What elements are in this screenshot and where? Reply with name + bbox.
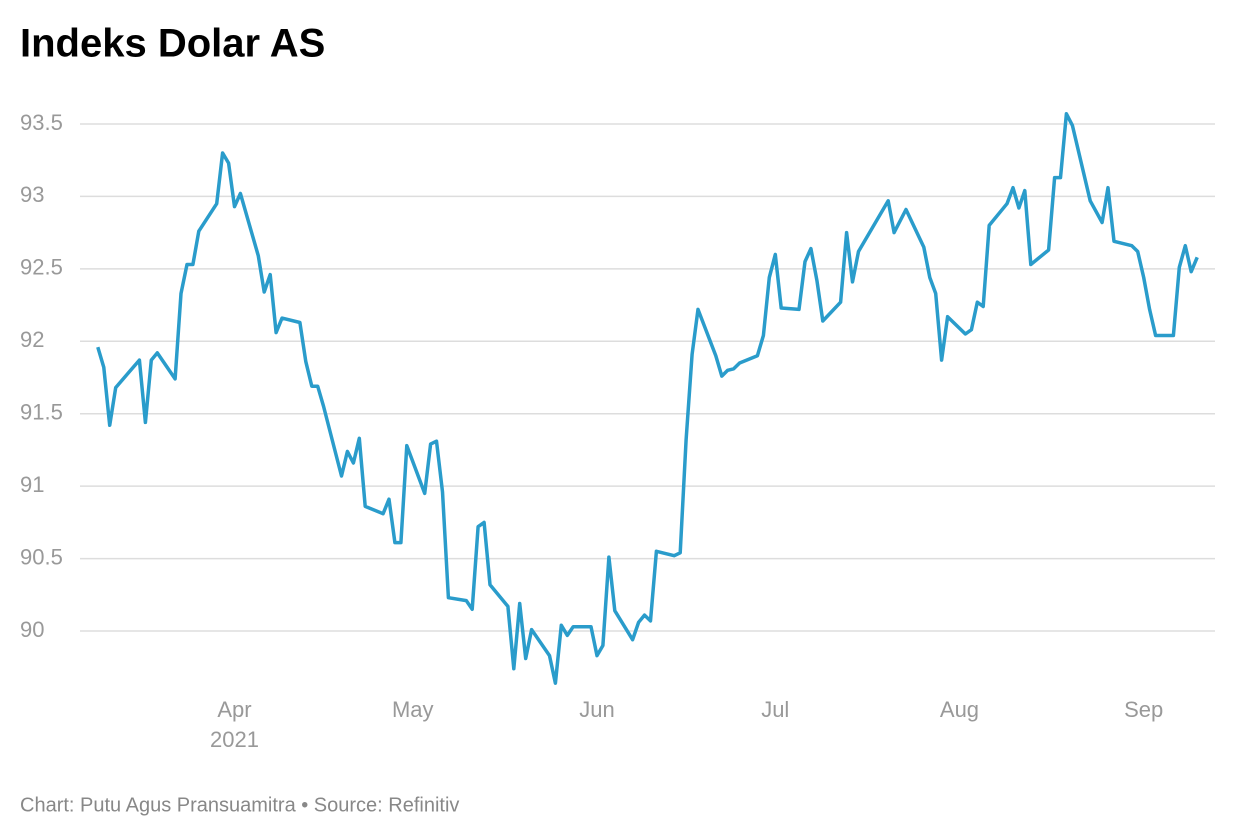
x-tick-label: Jun xyxy=(579,697,614,722)
y-tick-label: 90.5 xyxy=(20,544,63,569)
y-tick-label: 93 xyxy=(20,182,44,207)
y-tick-label: 91.5 xyxy=(20,400,63,425)
x-sublabel: 2021 xyxy=(210,727,259,752)
line xyxy=(96,112,1199,685)
y-tick-label: 93.5 xyxy=(20,110,63,135)
x-tick-label: Sep xyxy=(1124,697,1163,722)
chart-source: Chart: Putu Agus Pransuamitra • Source: … xyxy=(20,794,459,816)
y-tick-label: 92 xyxy=(20,327,44,352)
x-tick-label: May xyxy=(392,697,434,722)
chart-title: Indeks Dolar AS xyxy=(20,22,325,66)
x-tick-label: Aug xyxy=(940,697,979,722)
y-tick-label: 91 xyxy=(20,472,44,497)
x-tick-label: Jul xyxy=(761,697,789,722)
y-tick-label: 90 xyxy=(20,617,44,642)
y-tick-label: 92.5 xyxy=(20,255,63,280)
x-tick-label: Apr xyxy=(217,697,251,722)
